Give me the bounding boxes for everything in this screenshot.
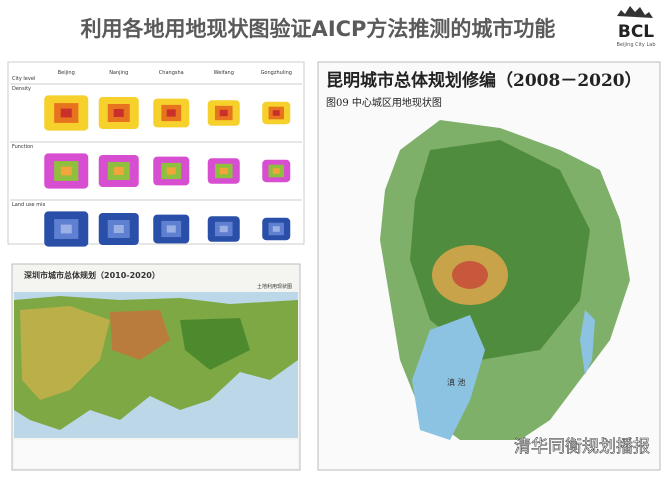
city-map-center <box>166 167 176 175</box>
legend-band <box>14 440 298 468</box>
city-map-center <box>219 167 228 175</box>
lake-label: 滇 池 <box>447 377 466 387</box>
city-map-center <box>60 224 72 234</box>
logo-skyline <box>617 6 653 18</box>
kunming-map: 昆明城市总体规划修编（2008－2020） 图09 中心城区用地现状图 滇 池 <box>317 61 661 471</box>
urban-center <box>452 261 488 289</box>
column-header: City level <box>12 76 35 82</box>
watermark: 清华同衡规划播报 <box>514 437 650 457</box>
column-header: Nanjing <box>109 70 128 76</box>
city-map-center <box>272 110 280 116</box>
city-map-center <box>166 109 176 117</box>
map-subtitle: 土地利用现状图 <box>257 283 292 290</box>
slide-title: 利用各地用地现状图验证AICP方法推测的城市功能 <box>81 17 556 41</box>
urban-area <box>110 310 170 360</box>
urban-area <box>20 306 110 400</box>
row-header: Land use mix <box>12 202 45 208</box>
column-header: Beijing <box>58 70 75 76</box>
city-map-center <box>60 166 72 176</box>
column-header: Weifang <box>214 70 234 76</box>
lake <box>412 315 485 440</box>
city-map-center <box>60 108 72 118</box>
shenzhen-map: 深圳市城市总体规划（2010-2020） 土地利用现状图 <box>11 263 301 471</box>
city-map-center <box>219 109 228 117</box>
map-title: 深圳市城市总体规划（2010-2020） <box>24 270 160 280</box>
logo-text: BCL <box>618 22 654 42</box>
logo-subtext: Beijing City Lab <box>616 42 655 48</box>
mountains <box>410 140 590 360</box>
city-map-center <box>113 167 124 175</box>
row-header: Density <box>12 86 31 92</box>
city-map-center <box>219 225 228 233</box>
lake <box>580 310 595 375</box>
city-map-center <box>272 168 280 174</box>
city-map-center <box>113 109 124 117</box>
city-map-center <box>113 225 124 233</box>
city-map-center <box>166 225 176 233</box>
city-map-center <box>272 226 280 232</box>
forest <box>180 318 250 370</box>
logo: BCL Beijing City Lab <box>616 6 656 48</box>
table-figure: City level Beijing Nanjing Changsha Weifang G… <box>7 61 305 247</box>
column-header: Gongzhuling <box>261 70 292 76</box>
column-header: Changsha <box>159 70 184 76</box>
row-header: Function <box>12 144 33 150</box>
map-subtitle: 图09 中心城区用地现状图 <box>326 96 442 109</box>
map-title: 昆明城市总体规划修编（2008－2020） <box>326 70 642 91</box>
